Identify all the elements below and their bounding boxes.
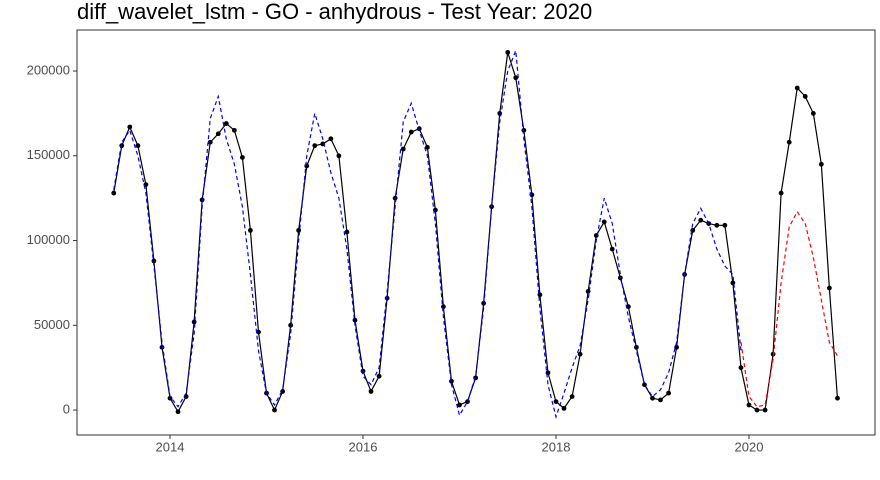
data-point xyxy=(191,319,197,325)
data-point xyxy=(617,275,623,281)
data-point xyxy=(368,389,374,394)
data-point xyxy=(722,222,728,228)
data-point xyxy=(666,390,672,396)
data-point xyxy=(738,365,744,371)
panel-border xyxy=(76,29,876,436)
data-point xyxy=(786,139,792,145)
data-point xyxy=(304,163,310,169)
y-tick-label: 150000 xyxy=(27,147,70,162)
data-point xyxy=(746,402,752,408)
data-point xyxy=(457,402,462,408)
data-point xyxy=(601,219,607,225)
data-point xyxy=(215,131,221,137)
data-point xyxy=(376,373,382,379)
series-line xyxy=(113,50,742,419)
data-point xyxy=(272,407,277,413)
data-point xyxy=(400,146,406,152)
data-point xyxy=(167,395,173,401)
data-point xyxy=(609,246,615,252)
data-point xyxy=(513,75,519,81)
x-tick-label: 2014 xyxy=(156,439,185,454)
x-tick-label: 2020 xyxy=(735,439,764,454)
data-point xyxy=(231,127,237,133)
x-tick-label: 2016 xyxy=(349,439,378,454)
data-point xyxy=(223,121,229,126)
y-tick-label: 100000 xyxy=(27,232,70,247)
series-line xyxy=(113,52,839,413)
data-point xyxy=(754,407,760,413)
series-line xyxy=(740,210,838,408)
data-point xyxy=(802,94,808,99)
data-point xyxy=(288,322,294,328)
chart-title: diff_wavelet_lstm - GO - anhydrous - Tes… xyxy=(77,0,592,24)
data-point xyxy=(175,409,181,415)
data-point xyxy=(344,229,350,235)
data-point xyxy=(328,136,334,142)
data-point xyxy=(352,317,358,323)
data-point xyxy=(256,329,261,335)
data-point xyxy=(577,351,583,357)
data-point xyxy=(296,227,302,233)
data-point xyxy=(714,222,720,228)
data-point xyxy=(239,155,245,160)
data-point xyxy=(561,405,567,411)
data-point xyxy=(569,394,575,399)
data-point xyxy=(826,285,832,291)
data-point xyxy=(127,124,133,130)
data-point xyxy=(553,399,559,405)
data-point xyxy=(111,190,117,196)
data-point xyxy=(521,127,527,133)
data-point xyxy=(336,153,342,159)
y-tick-label: 0 xyxy=(63,402,70,417)
data-point xyxy=(207,139,213,145)
data-point xyxy=(505,49,511,55)
data-point xyxy=(835,395,840,401)
data-point xyxy=(465,399,470,405)
y-tick-label: 200000 xyxy=(27,62,70,77)
data-point xyxy=(408,129,414,135)
data-point xyxy=(440,304,446,310)
data-point xyxy=(424,144,430,150)
data-point xyxy=(650,395,655,401)
data-point xyxy=(698,217,704,223)
data-point xyxy=(312,143,318,149)
data-point xyxy=(762,407,768,413)
data-point xyxy=(642,382,647,388)
x-tick-label: 2018 xyxy=(542,439,571,454)
data-point xyxy=(392,195,398,201)
data-point xyxy=(818,161,824,167)
data-point xyxy=(778,190,784,196)
data-point xyxy=(135,143,141,149)
y-tick-label: 50000 xyxy=(34,317,70,332)
data-point xyxy=(658,397,663,403)
data-point xyxy=(794,85,800,91)
data-point xyxy=(810,111,816,116)
data-point xyxy=(151,258,157,264)
data-point xyxy=(449,378,454,384)
data-point xyxy=(247,227,253,233)
